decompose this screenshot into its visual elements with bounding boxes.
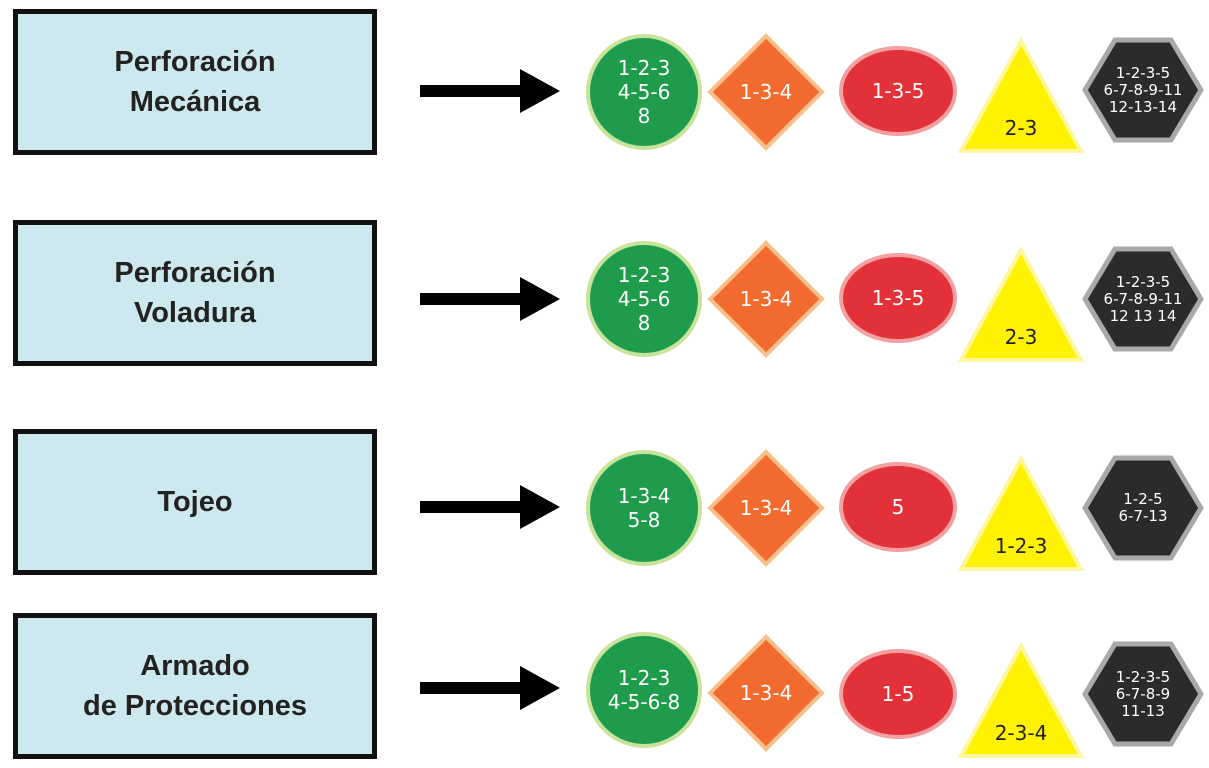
diamond-shape <box>707 33 825 151</box>
circle-shape <box>586 632 702 748</box>
circle-text: 1-2-3 4-5-6 8 <box>617 56 671 128</box>
circle-shape <box>586 241 702 357</box>
activity-label: Armado de Protecciones <box>82 650 308 722</box>
circle-badge: 1-3-4 5-8 <box>585 449 703 567</box>
triangle-shape <box>957 245 1085 362</box>
hexagon-text: 1-2-3-5 6-7-8-9-11 12 13 14 <box>1103 272 1183 325</box>
ellipse-text: 1-5 <box>881 682 915 706</box>
triangle-badge: 2-3 <box>957 36 1085 154</box>
diamond-badge: 1-3-4 <box>707 33 825 151</box>
ellipse-text: 1-3-5 <box>871 286 925 310</box>
hexagon-badge: 1-2-3-5 6-7-8-9 11-13 <box>1082 641 1204 747</box>
hexagon-badge: 1-2-5 6-7-13 <box>1082 455 1204 561</box>
ellipse-badge: 1-5 <box>838 648 958 740</box>
hexagon-shape <box>1082 455 1204 561</box>
triangle-badge: 1-2-3 <box>957 454 1085 572</box>
ellipse-shape <box>839 649 957 739</box>
triangle-badge: 2-3 <box>957 245 1085 363</box>
arrow-right-icon <box>420 485 560 529</box>
diamond-shape <box>707 634 825 752</box>
hexagon-shape <box>1082 246 1204 352</box>
triangle-text: 1-2-3 <box>994 534 1048 558</box>
triangle-text: 2-3 <box>1004 116 1038 140</box>
circle-shape <box>586 450 702 566</box>
hexagon-text: 1-2-3-5 6-7-8-9 11-13 <box>1115 667 1171 720</box>
circle-shape <box>586 34 702 150</box>
triangle-text: 2-3-4 <box>994 721 1048 745</box>
circle-text: 1-2-3 4-5-6 8 <box>617 263 671 335</box>
circle-badge: 1-2-3 4-5-6 8 <box>585 240 703 358</box>
diamond-badge: 1-3-4 <box>707 449 825 567</box>
hexagon-text: 1-2-5 6-7-13 <box>1118 490 1168 525</box>
ellipse-shape <box>839 253 957 343</box>
activity-label: Perforación Mecánica <box>114 46 276 118</box>
activity-box: Armado de Protecciones <box>13 613 377 759</box>
activity-label: Perforación Voladura <box>114 257 276 329</box>
ellipse-badge: 1-3-5 <box>838 45 958 137</box>
diamond-badge: 1-3-4 <box>707 240 825 358</box>
hexagon-shape <box>1082 641 1204 747</box>
ellipse-badge: 5 <box>838 461 958 553</box>
triangle-shape <box>957 36 1085 153</box>
circle-text: 1-2-3 4-5-6-8 <box>607 666 681 714</box>
ellipse-shape <box>839 46 957 136</box>
diamond-shape <box>707 240 825 358</box>
circle-text: 1-3-4 5-8 <box>617 484 671 532</box>
diamond-shape <box>707 449 825 567</box>
hexagon-shape <box>1082 37 1204 143</box>
arrow-right-icon <box>420 666 560 710</box>
activity-label: Tojeo <box>157 486 233 518</box>
ellipse-badge: 1-3-5 <box>838 252 958 344</box>
activity-box: Perforación Voladura <box>13 220 377 366</box>
activity-box: Perforación Mecánica <box>13 9 377 155</box>
triangle-text: 2-3 <box>1004 325 1038 349</box>
hexagon-badge: 1-2-3-5 6-7-8-9-11 12 13 14 <box>1082 246 1204 352</box>
activity-box: Tojeo <box>13 429 377 575</box>
arrow-right-icon <box>420 69 560 113</box>
ellipse-shape <box>839 462 957 552</box>
ellipse-text: 5 <box>891 495 905 519</box>
triangle-shape <box>957 641 1085 758</box>
diamond-badge: 1-3-4 <box>707 634 825 752</box>
triangle-shape <box>957 454 1085 571</box>
circle-badge: 1-2-3 4-5-6 8 <box>585 33 703 151</box>
arrow-right-icon <box>420 277 560 321</box>
hexagon-badge: 1-2-3-5 6-7-8-9-11 12-13-14 <box>1082 37 1204 143</box>
diamond-text: 1-3-4 <box>739 287 793 311</box>
diamond-text: 1-3-4 <box>739 496 793 520</box>
ellipse-text: 1-3-5 <box>871 79 925 103</box>
triangle-badge: 2-3-4 <box>957 641 1085 759</box>
hexagon-text: 1-2-3-5 6-7-8-9-11 12-13-14 <box>1103 63 1183 116</box>
circle-badge: 1-2-3 4-5-6-8 <box>585 631 703 749</box>
diamond-text: 1-3-4 <box>739 80 793 104</box>
diamond-text: 1-3-4 <box>739 681 793 705</box>
